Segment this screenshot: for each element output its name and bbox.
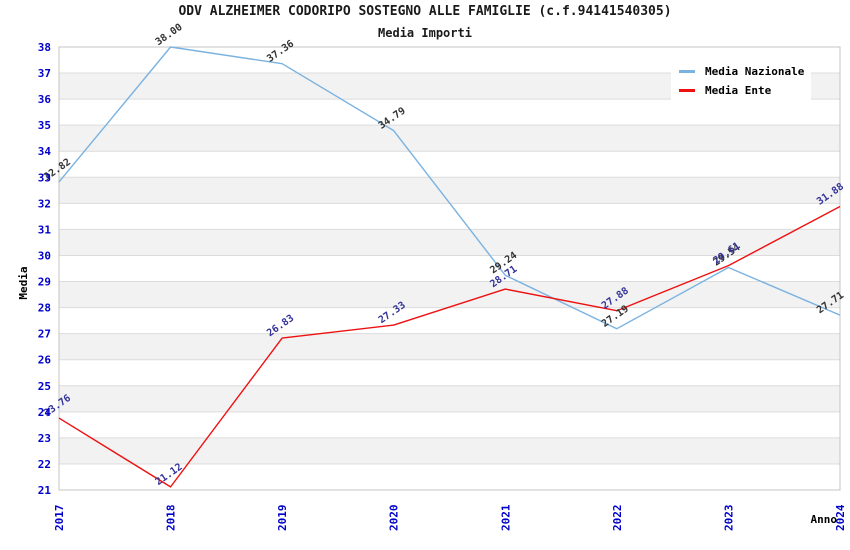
x-axis-title: Anno xyxy=(811,513,838,526)
x-tick-label: 2024 xyxy=(834,504,847,531)
legend-label: Media Nazionale xyxy=(705,65,805,78)
y-axis-title: Media xyxy=(17,266,30,299)
x-tick-label: 2023 xyxy=(722,505,735,532)
chart-title: ODV ALZHEIMER CODORIPO SOSTEGNO ALLE FAM… xyxy=(178,4,672,19)
y-tick-label: 23 xyxy=(38,432,51,445)
x-tick-label: 2020 xyxy=(388,505,401,532)
y-tick-label: 26 xyxy=(38,354,52,367)
plot-stripe xyxy=(59,437,840,464)
y-tick-label: 22 xyxy=(38,458,51,471)
y-tick-label: 34 xyxy=(38,145,52,158)
y-tick-label: 21 xyxy=(38,484,52,497)
x-tick-label: 2022 xyxy=(611,505,624,532)
y-tick-label: 37 xyxy=(38,67,51,80)
plot-stripe xyxy=(59,229,840,256)
legend-item-media-nazionale: Media Nazionale xyxy=(679,62,807,81)
plot-stripe xyxy=(59,177,840,204)
y-tick-label: 31 xyxy=(38,223,52,236)
x-tick-label: 2019 xyxy=(276,505,289,532)
legend-label: Media Ente xyxy=(705,84,772,97)
y-tick-label: 35 xyxy=(38,119,51,132)
plot-stripe xyxy=(59,385,840,412)
x-tick-label: 2021 xyxy=(499,504,512,531)
plot-stripe xyxy=(59,333,840,360)
plot-stripe xyxy=(59,281,840,308)
chart-subtitle: Media Importi xyxy=(378,26,472,40)
y-tick-label: 24 xyxy=(38,406,52,419)
plot-stripe xyxy=(59,125,840,152)
y-tick-label: 25 xyxy=(38,380,51,393)
y-tick-label: 29 xyxy=(38,276,51,289)
y-tick-label: 28 xyxy=(38,302,51,315)
y-tick-label: 27 xyxy=(38,328,51,341)
legend-swatch xyxy=(679,70,695,73)
y-tick-label: 38 xyxy=(38,41,51,54)
point-label: 38.00 xyxy=(154,22,185,48)
point-label: 37.36 xyxy=(265,38,296,64)
y-tick-label: 36 xyxy=(38,93,52,106)
series-line-media-ente xyxy=(58,205,841,488)
y-tick-label: 33 xyxy=(38,171,51,184)
y-tick-label: 30 xyxy=(38,249,51,262)
legend: Media Nazionale Media Ente xyxy=(671,57,811,105)
y-tick-label: 32 xyxy=(38,197,51,210)
x-tick-label: 2017 xyxy=(53,505,66,532)
legend-swatch xyxy=(679,89,695,92)
legend-item-media-ente: Media Ente xyxy=(679,81,807,100)
plot-border xyxy=(58,46,841,491)
x-tick-label: 2018 xyxy=(165,505,178,532)
series-line-media-nazionale xyxy=(58,46,841,330)
